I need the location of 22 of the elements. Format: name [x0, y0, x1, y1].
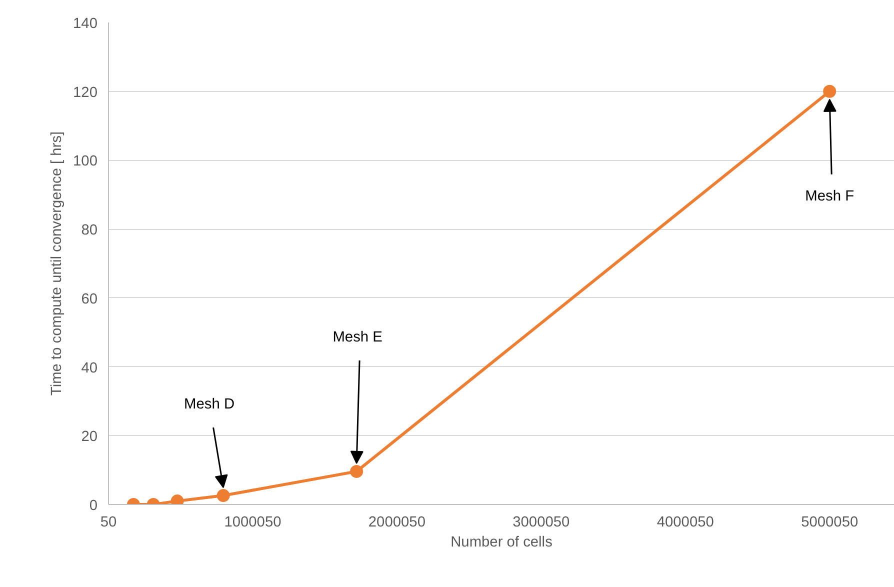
y-tick-label: 140: [73, 16, 98, 32]
y-tick-label: 60: [81, 291, 98, 308]
y-tick-label: 120: [73, 84, 98, 101]
y-axis-title: Time to compute until convergence [ hrs]: [49, 131, 66, 396]
x-tick-label: 2000050: [368, 514, 426, 530]
annotation: Mesh E: [332, 329, 383, 346]
y-tick-label: 80: [81, 222, 98, 239]
x-tick-label: 3000050: [512, 514, 570, 530]
x-tick-label: 50: [100, 514, 117, 530]
y-tick-label: 40: [81, 360, 98, 376]
point: [216, 489, 230, 502]
x-axis-title: Number of cells: [450, 534, 552, 550]
y-tick-label: 20: [81, 429, 98, 446]
annotation: Mesh D: [184, 396, 235, 413]
point: [823, 84, 836, 98]
x-tick-label: 5000050: [801, 514, 858, 530]
x-tick-label: 4000050: [656, 514, 714, 530]
annotation: Mesh F: [805, 188, 854, 204]
x-tick-label: 1000050: [224, 514, 282, 530]
y-tick-label: 100: [73, 154, 98, 170]
y-tick-label: 0: [89, 498, 98, 514]
point: [350, 464, 364, 478]
